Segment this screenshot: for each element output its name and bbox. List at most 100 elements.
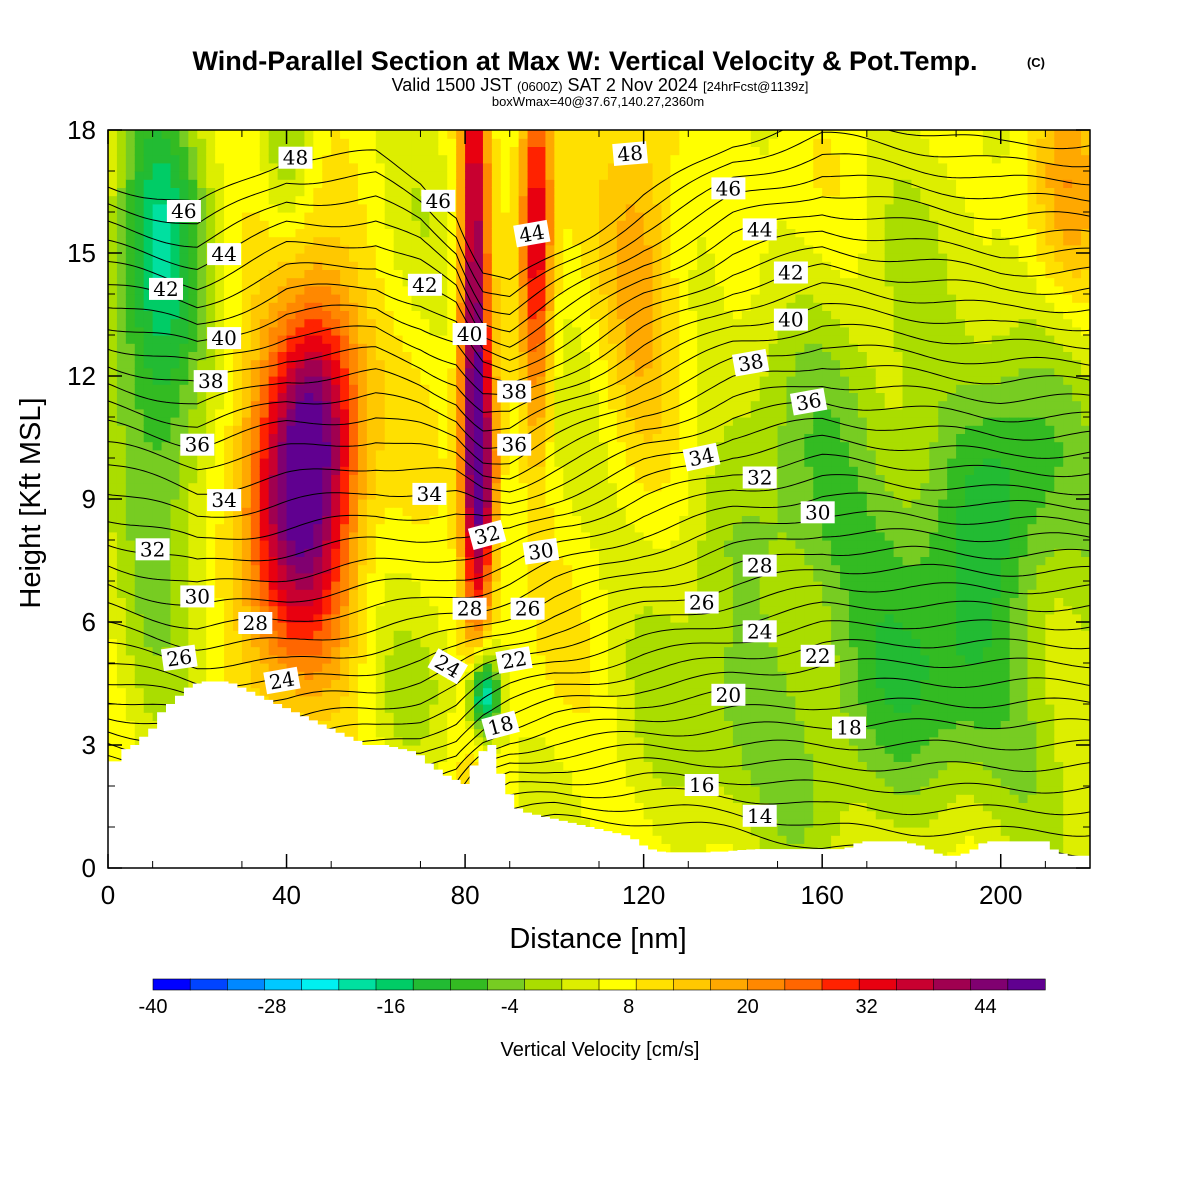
velocity-cell <box>179 367 189 377</box>
velocity-cell <box>393 679 404 689</box>
velocity-cell <box>143 285 154 295</box>
velocity-cell <box>143 613 154 623</box>
velocity-cell <box>143 622 154 631</box>
velocity-cell <box>152 425 163 434</box>
velocity-cell <box>474 589 484 598</box>
velocity-cell <box>563 654 573 664</box>
velocity-cell <box>161 564 172 574</box>
velocity-cell <box>590 458 600 467</box>
velocity-cell <box>322 343 332 352</box>
velocity-cell <box>161 441 172 451</box>
velocity-cell <box>232 285 243 295</box>
velocity-cell <box>384 359 395 369</box>
velocity-cell <box>554 130 564 139</box>
velocity-cell <box>366 277 377 287</box>
velocity-cell <box>447 548 457 557</box>
velocity-cell <box>170 613 181 623</box>
velocity-cell <box>286 540 297 549</box>
velocity-cell <box>411 654 422 664</box>
velocity-cell <box>536 679 547 689</box>
velocity-cell <box>393 499 404 508</box>
velocity-cell <box>232 589 243 598</box>
velocity-cell <box>357 310 368 320</box>
velocity-cell <box>357 171 368 180</box>
velocity-cell <box>429 343 439 352</box>
velocity-cell <box>295 704 305 713</box>
velocity-cell <box>116 515 127 525</box>
velocity-cell <box>393 130 404 139</box>
velocity-cell <box>402 302 413 311</box>
velocity-cell <box>116 638 127 648</box>
velocity-cell <box>313 310 323 320</box>
velocity-cell <box>215 556 225 566</box>
velocity-cell <box>277 294 288 303</box>
velocity-cell <box>277 195 288 205</box>
velocity-cell <box>152 572 163 582</box>
velocity-cell <box>322 277 332 287</box>
velocity-cell <box>108 687 118 697</box>
velocity-cell <box>197 261 207 270</box>
velocity-cell <box>545 367 555 377</box>
velocity-cell <box>277 261 288 270</box>
velocity-cell <box>179 392 189 402</box>
velocity-cell <box>590 310 600 320</box>
velocity-cell <box>491 187 502 197</box>
velocity-cell <box>250 130 261 139</box>
velocity-cell <box>393 441 404 451</box>
velocity-cell <box>545 507 555 516</box>
velocity-cell <box>429 310 439 320</box>
velocity-cell <box>482 556 493 566</box>
velocity-cell <box>197 269 207 279</box>
velocity-cell <box>116 277 127 287</box>
velocity-cell <box>518 572 529 582</box>
velocity-cell <box>366 302 377 311</box>
velocity-cell <box>402 466 413 475</box>
velocity-cell <box>509 130 520 139</box>
velocity-cell <box>590 261 600 270</box>
velocity-cell <box>384 277 395 287</box>
velocity-cell <box>509 351 520 361</box>
velocity-cell <box>286 400 297 410</box>
velocity-cell <box>438 335 448 344</box>
velocity-cell <box>572 548 582 557</box>
velocity-cell <box>509 154 520 164</box>
velocity-cell <box>340 392 350 402</box>
velocity-cell <box>527 515 538 525</box>
velocity-cell <box>447 408 457 418</box>
velocity-cell <box>465 171 475 180</box>
velocity-cell <box>340 244 350 254</box>
velocity-cell <box>500 786 511 795</box>
velocity-cell <box>232 318 243 328</box>
velocity-cell <box>322 589 332 598</box>
velocity-cell <box>411 704 422 713</box>
velocity-cell <box>563 343 573 352</box>
velocity-cell <box>482 400 493 410</box>
velocity-cell <box>572 449 582 459</box>
velocity-cell <box>393 376 404 385</box>
velocity-cell <box>241 138 252 147</box>
velocity-cell <box>170 638 181 648</box>
velocity-cell <box>215 285 225 295</box>
velocity-cell <box>581 794 591 803</box>
velocity-cell <box>188 261 198 270</box>
velocity-cell <box>447 466 457 475</box>
velocity-cell <box>411 441 422 451</box>
velocity-cell <box>340 581 350 590</box>
velocity-cell <box>393 572 404 582</box>
velocity-cell <box>179 458 189 467</box>
velocity-cell <box>304 449 314 459</box>
velocity-cell <box>384 441 395 451</box>
velocity-cell <box>581 359 591 369</box>
velocity-cell <box>340 277 350 287</box>
velocity-cell <box>116 244 127 254</box>
velocity-cell <box>197 335 207 344</box>
velocity-cell <box>375 228 386 238</box>
velocity-cell <box>536 671 547 680</box>
velocity-cell <box>179 630 189 639</box>
velocity-cell <box>581 818 591 828</box>
velocity-cell <box>250 654 261 664</box>
velocity-cell <box>197 556 207 566</box>
velocity-cell <box>331 162 341 172</box>
velocity-cell <box>259 638 270 648</box>
velocity-cell <box>554 687 564 697</box>
